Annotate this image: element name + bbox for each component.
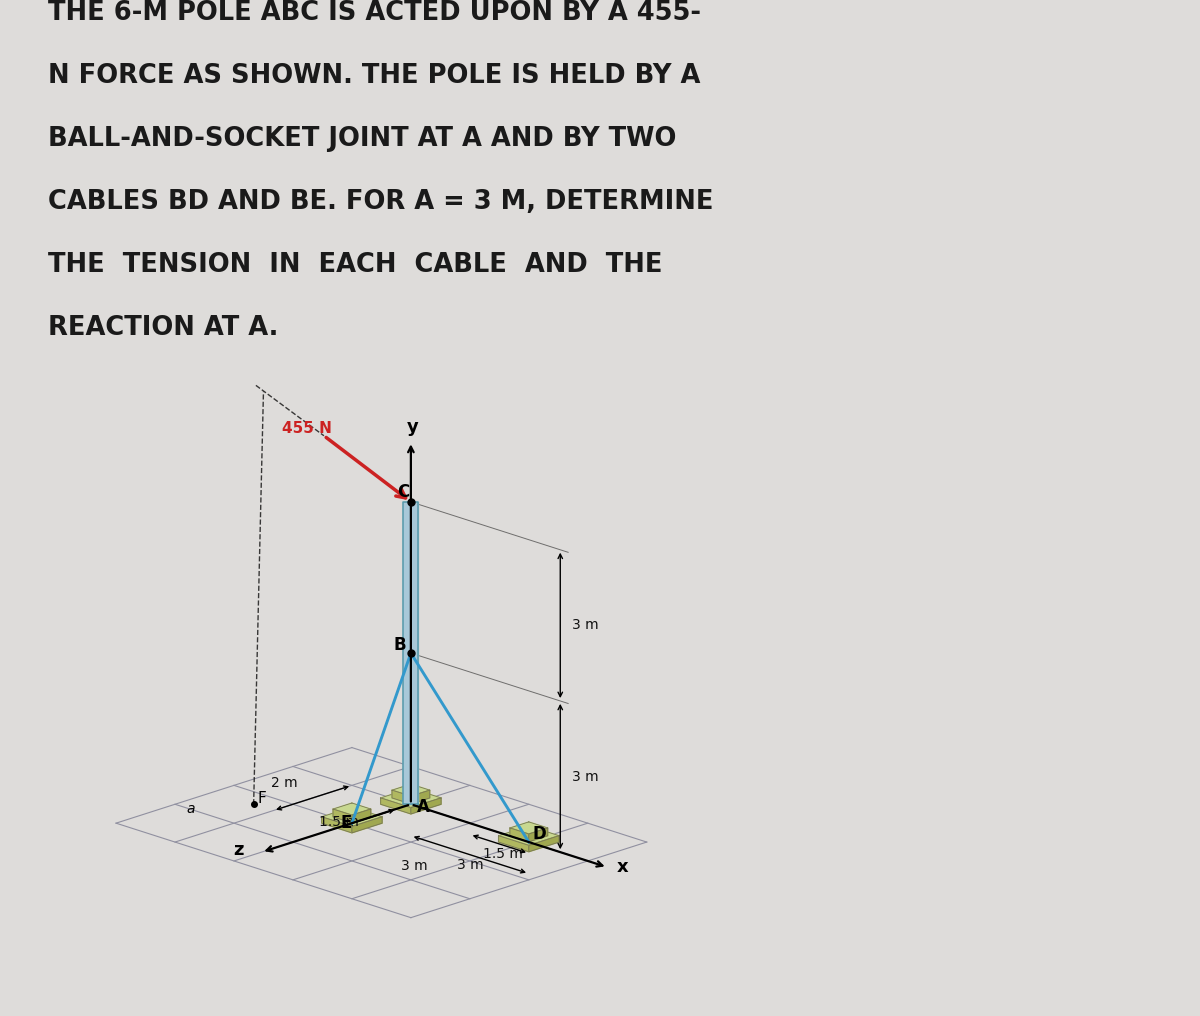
Polygon shape xyxy=(510,828,529,842)
Text: F: F xyxy=(257,791,265,807)
Text: D: D xyxy=(533,825,546,843)
Polygon shape xyxy=(499,836,529,851)
Text: BALL-AND-SOCKET JOINT AT A AND BY TWO: BALL-AND-SOCKET JOINT AT A AND BY TWO xyxy=(48,126,677,152)
Polygon shape xyxy=(322,807,382,826)
Text: 3 m: 3 m xyxy=(571,769,599,783)
Polygon shape xyxy=(499,826,559,845)
Text: CABLES BD AND BE. FOR A = 3 M, DETERMINE: CABLES BD AND BE. FOR A = 3 M, DETERMINE xyxy=(48,189,714,215)
Polygon shape xyxy=(410,798,442,814)
Text: C: C xyxy=(397,484,409,501)
Text: E: E xyxy=(341,814,352,832)
Text: N FORCE AS SHOWN. THE POLE IS HELD BY A: N FORCE AS SHOWN. THE POLE IS HELD BY A xyxy=(48,63,701,89)
Text: a: a xyxy=(187,802,196,816)
Text: 1.5 m: 1.5 m xyxy=(484,846,523,861)
Text: THE 6-M POLE ABC IS ACTED UPON BY A 455-: THE 6-M POLE ABC IS ACTED UPON BY A 455- xyxy=(48,0,701,26)
Text: y: y xyxy=(407,418,419,436)
Text: B: B xyxy=(394,636,407,654)
Text: x: x xyxy=(617,859,628,876)
Polygon shape xyxy=(380,788,442,808)
Polygon shape xyxy=(352,809,371,823)
Polygon shape xyxy=(529,836,559,851)
Polygon shape xyxy=(410,790,430,804)
Text: REACTION AT A.: REACTION AT A. xyxy=(48,315,278,341)
Polygon shape xyxy=(322,817,352,833)
Text: 3 m: 3 m xyxy=(401,860,428,874)
Text: THE  TENSION  IN  EACH  CABLE  AND  THE: THE TENSION IN EACH CABLE AND THE xyxy=(48,252,662,278)
Text: 455 N: 455 N xyxy=(282,421,332,436)
Text: 2 m: 2 m xyxy=(271,775,298,789)
Text: 3 m: 3 m xyxy=(571,619,599,632)
Text: 1.5 m: 1.5 m xyxy=(319,815,359,829)
Polygon shape xyxy=(334,803,371,815)
Polygon shape xyxy=(403,502,419,805)
Text: A: A xyxy=(416,798,430,816)
Polygon shape xyxy=(392,784,430,797)
Polygon shape xyxy=(529,828,547,842)
Text: z: z xyxy=(233,841,244,860)
Polygon shape xyxy=(392,790,410,804)
Polygon shape xyxy=(380,798,410,814)
Polygon shape xyxy=(334,809,352,823)
Text: 3 m: 3 m xyxy=(456,858,484,872)
Polygon shape xyxy=(352,817,382,833)
Polygon shape xyxy=(510,822,547,834)
